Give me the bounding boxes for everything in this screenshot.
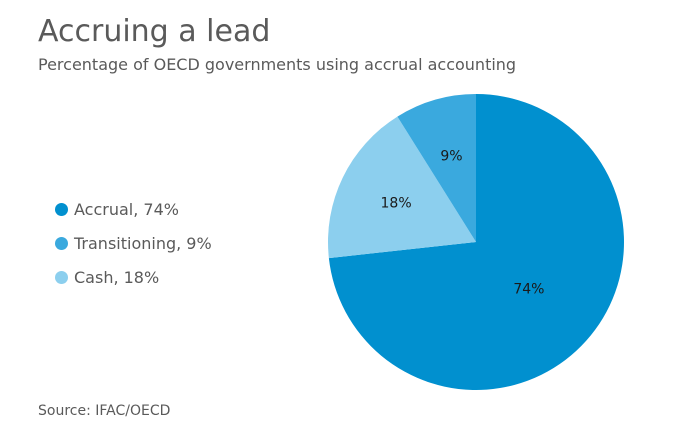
pie-label-transitioning: 9% <box>440 149 462 165</box>
chart-title: Accruing a lead <box>38 14 271 49</box>
pie-label-accrual: 74% <box>513 281 544 297</box>
pie-slice-accrual <box>328 94 624 390</box>
legend-label-accrual: Accrual, 74% <box>74 199 179 219</box>
pie-slice-cash <box>328 116 476 259</box>
legend-label-transitioning: Transitioning, 9% <box>74 233 212 253</box>
pie-label-cash: 18% <box>381 195 412 211</box>
legend-item-accrual: Accrual, 74% <box>55 192 212 226</box>
pie-slice-transitioning <box>397 94 476 242</box>
source-note: Source: IFAC/OECD <box>38 403 171 419</box>
legend-label-cash: Cash, 18% <box>74 267 160 287</box>
chart-subtitle: Percentage of OECD governments using acc… <box>38 55 517 74</box>
legend-item-transitioning: Transitioning, 9% <box>55 226 212 260</box>
legend-swatch-accrual <box>55 202 68 216</box>
legend-swatch-cash <box>55 270 68 284</box>
legend-item-cash: Cash, 18% <box>55 260 212 294</box>
legend: Accrual, 74% Transitioning, 9% Cash, 18% <box>55 192 212 294</box>
legend-swatch-transitioning <box>55 236 68 250</box>
